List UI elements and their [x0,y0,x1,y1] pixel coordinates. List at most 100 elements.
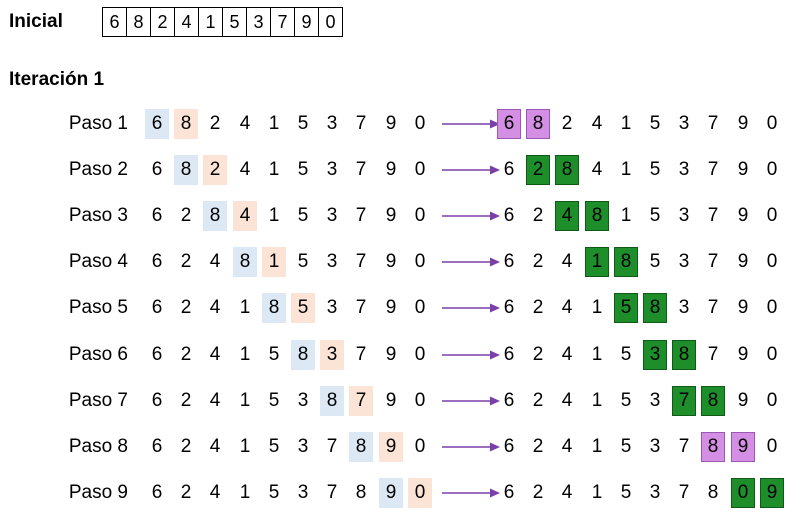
before-cell: 1 [239,344,251,365]
before-cell: 9 [385,113,397,134]
before-cell: 4 [233,201,257,231]
before-cell: 5 [268,390,280,411]
after-cell: 8 [701,432,725,462]
before-cell: 4 [209,436,221,457]
after-cell: 8 [707,482,719,503]
initial-array-cell: 3 [246,7,271,37]
before-cell: 8 [262,293,286,323]
before-cell: 6 [151,436,163,457]
after-cell: 1 [591,344,603,365]
after-cell: 4 [561,482,573,503]
initial-label: Inicial [9,11,63,32]
before-cell: 6 [151,482,163,503]
before-cell: 7 [326,436,338,457]
before-cell: 9 [379,432,403,462]
before-cell: 0 [414,297,426,318]
after-cell: 6 [503,344,515,365]
after-cell: 0 [766,297,778,318]
after-cell: 3 [649,390,661,411]
arrow-icon [442,211,500,221]
after-cell: 8 [614,247,638,277]
after-cell: 7 [678,436,690,457]
after-cell: 2 [532,390,544,411]
before-cell: 3 [326,205,338,226]
before-cell: 4 [209,390,221,411]
after-cell: 1 [620,113,632,134]
initial-array-cell: 7 [270,7,295,37]
after-cell: 6 [503,297,515,318]
after-cell: 9 [737,113,749,134]
initial-array-cell: 8 [126,7,151,37]
after-cell: 5 [620,482,632,503]
before-cell: 9 [379,478,403,508]
step-label: Paso 7 [68,390,128,411]
after-cell: 7 [707,297,719,318]
before-cell: 6 [151,344,163,365]
before-cell: 6 [151,390,163,411]
initial-array-cell: 9 [294,7,319,37]
arrow-icon [442,488,500,498]
before-cell: 5 [297,113,309,134]
after-cell: 5 [620,344,632,365]
before-cell: 7 [355,251,367,272]
after-cell: 8 [643,293,667,323]
initial-array-cell: 6 [102,7,127,37]
after-cell: 1 [585,247,609,277]
after-cell: 9 [737,251,749,272]
before-cell: 1 [268,159,280,180]
after-cell: 9 [760,478,784,508]
before-cell: 8 [320,386,344,416]
step-label: Paso 4 [68,251,128,272]
before-cell: 1 [239,436,251,457]
before-cell: 7 [355,159,367,180]
before-cell: 2 [203,155,227,185]
after-cell: 8 [585,201,609,231]
before-cell: 1 [239,297,251,318]
after-cell: 2 [532,344,544,365]
before-cell: 7 [349,386,373,416]
step-label: Paso 9 [68,482,128,503]
after-cell: 9 [737,297,749,318]
after-cell: 5 [620,390,632,411]
after-cell: 5 [620,436,632,457]
arrow-icon [442,257,500,267]
iteration-title: Iteración 1 [9,69,105,90]
after-cell: 7 [707,205,719,226]
before-cell: 6 [151,159,163,180]
after-cell: 3 [678,297,690,318]
after-cell: 8 [701,386,725,416]
before-cell: 9 [385,159,397,180]
after-cell: 6 [503,159,515,180]
before-cell: 3 [297,482,309,503]
before-cell: 8 [174,109,198,139]
after-cell: 1 [620,159,632,180]
after-cell: 4 [561,390,573,411]
arrow-icon [442,303,500,313]
after-cell: 0 [766,344,778,365]
after-cell: 9 [737,344,749,365]
before-cell: 4 [209,344,221,365]
after-cell: 4 [561,436,573,457]
before-cell: 4 [209,297,221,318]
before-cell: 0 [414,113,426,134]
before-cell: 8 [233,247,257,277]
initial-array-cell: 2 [150,7,175,37]
after-cell: 0 [731,478,755,508]
after-cell: 2 [526,155,550,185]
after-cell: 4 [561,297,573,318]
before-cell: 5 [268,436,280,457]
after-cell: 9 [737,159,749,180]
after-cell: 4 [591,113,603,134]
step-label: Paso 3 [68,205,128,226]
after-cell: 5 [649,251,661,272]
after-cell: 6 [503,436,515,457]
before-cell: 9 [385,251,397,272]
before-cell: 5 [297,205,309,226]
before-cell: 0 [414,251,426,272]
before-cell: 9 [385,344,397,365]
before-cell: 4 [209,482,221,503]
after-cell: 3 [678,159,690,180]
after-cell: 2 [532,482,544,503]
after-cell: 9 [737,205,749,226]
before-cell: 2 [180,297,192,318]
